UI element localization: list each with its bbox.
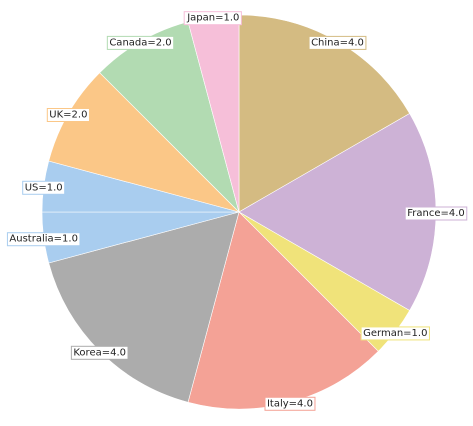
slice-label: China=4.0	[311, 37, 364, 48]
slice-label: France=4.0	[407, 208, 465, 219]
slice-label: Australia=1.0	[9, 234, 78, 245]
slice-label-box	[308, 35, 367, 50]
slice-label-box	[106, 35, 175, 50]
slice-label-box	[264, 396, 316, 411]
slice-label: US=1.0	[25, 182, 63, 193]
slice-label-box	[70, 345, 129, 360]
slice-label-box	[46, 108, 90, 122]
slice-label: German=1.0	[363, 328, 427, 339]
slice-label-box	[22, 180, 66, 195]
slice-label: Japan=1.0	[186, 13, 239, 24]
slice-label-box	[360, 326, 430, 341]
slice-label-box	[404, 206, 468, 221]
slice-label-box	[6, 232, 81, 247]
slice-label: Korea=4.0	[73, 347, 126, 358]
slice-label: UK=2.0	[49, 110, 87, 121]
slice-label: Canada=2.0	[109, 37, 171, 48]
slice-label: Italy=4.0	[267, 398, 313, 409]
slice-label-box	[183, 11, 242, 26]
